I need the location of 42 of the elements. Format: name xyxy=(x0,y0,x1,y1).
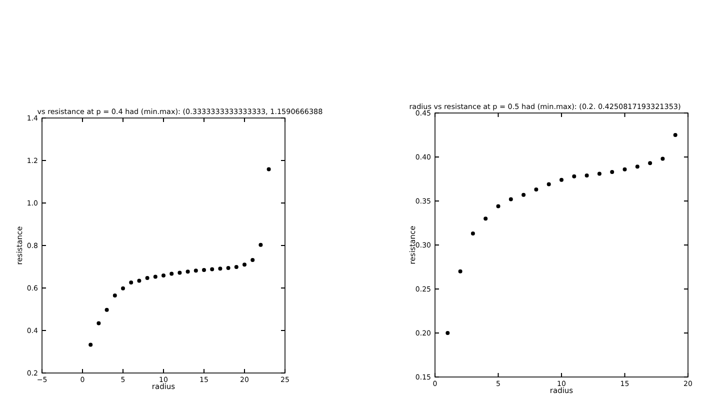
point xyxy=(470,232,475,236)
point xyxy=(266,167,271,172)
point xyxy=(96,321,101,326)
point xyxy=(88,342,93,347)
point xyxy=(170,272,174,276)
point xyxy=(560,178,564,182)
point xyxy=(226,266,230,270)
point xyxy=(660,156,665,161)
point xyxy=(162,273,166,278)
point xyxy=(250,258,255,262)
point xyxy=(572,174,576,178)
point xyxy=(104,308,109,312)
point xyxy=(178,270,182,275)
point xyxy=(508,197,513,202)
point xyxy=(234,264,238,269)
point xyxy=(522,192,526,197)
point xyxy=(242,262,246,267)
point xyxy=(121,286,125,290)
point xyxy=(534,188,538,192)
point xyxy=(622,167,627,172)
point xyxy=(194,268,198,273)
point xyxy=(635,164,640,169)
point xyxy=(153,274,158,279)
point xyxy=(648,161,652,166)
point xyxy=(210,267,214,272)
point xyxy=(446,331,450,335)
point xyxy=(218,266,222,271)
point xyxy=(145,276,150,280)
point xyxy=(129,280,134,284)
point xyxy=(496,204,500,208)
point xyxy=(673,133,678,137)
point xyxy=(112,293,117,298)
point xyxy=(258,242,263,247)
point xyxy=(458,269,462,274)
point xyxy=(610,170,614,174)
point xyxy=(584,173,589,178)
point xyxy=(137,278,142,283)
point xyxy=(484,216,488,221)
point xyxy=(202,268,206,272)
point xyxy=(546,182,551,186)
point xyxy=(186,270,190,274)
point xyxy=(597,172,602,176)
